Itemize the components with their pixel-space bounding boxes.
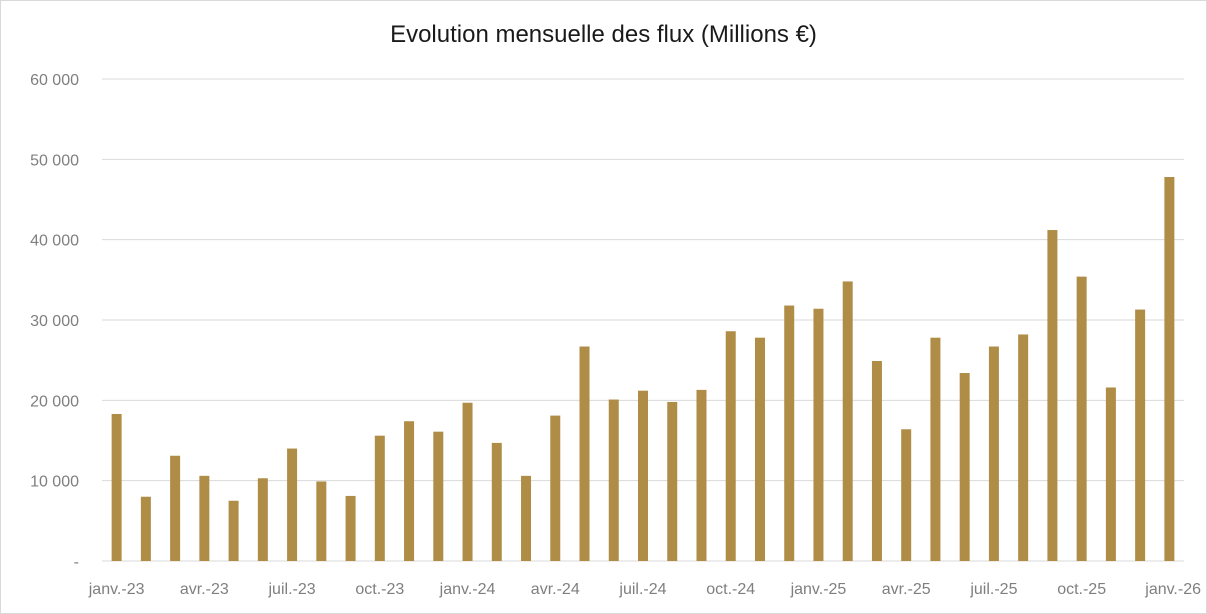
bar bbox=[1047, 230, 1058, 561]
y-tick-label: 30 000 bbox=[30, 313, 79, 330]
chart-title: Evolution mensuelle des flux (Millions €… bbox=[390, 21, 817, 48]
bar bbox=[345, 495, 356, 561]
bar bbox=[550, 415, 561, 561]
bar bbox=[374, 435, 385, 561]
bar bbox=[579, 346, 590, 561]
bar bbox=[667, 401, 678, 561]
bar bbox=[696, 389, 707, 561]
bar bbox=[228, 500, 239, 561]
bar bbox=[754, 337, 765, 561]
x-tick-label: oct.-24 bbox=[706, 581, 755, 598]
x-tick-label: janv.-24 bbox=[439, 581, 496, 598]
bar bbox=[901, 429, 912, 561]
x-axis-tick-labels: janv.-23 avr.-23 juil.-23 oct.-23 janv.-24 av… bbox=[88, 581, 1201, 598]
x-tick-label: janv.-26 bbox=[1144, 581, 1201, 598]
bars bbox=[111, 177, 1175, 562]
y-tick-label: 20 000 bbox=[30, 393, 79, 410]
bar bbox=[491, 442, 502, 561]
bar bbox=[111, 413, 122, 561]
x-tick-label: oct.-25 bbox=[1057, 581, 1106, 598]
bar bbox=[1164, 177, 1175, 562]
y-axis-tick-labels: - 10 000 20 000 30 000 40 000 50 000 60 000 bbox=[30, 72, 79, 571]
bar bbox=[462, 402, 473, 561]
bar bbox=[1076, 276, 1087, 561]
x-tick-label: avr.-25 bbox=[882, 581, 931, 598]
bar bbox=[404, 421, 415, 561]
bar bbox=[257, 478, 268, 561]
bar bbox=[725, 331, 736, 561]
y-tick-label: 40 000 bbox=[30, 233, 79, 250]
bar bbox=[959, 373, 970, 561]
bar bbox=[170, 455, 181, 561]
x-tick-label: janv.-23 bbox=[88, 581, 145, 598]
bar bbox=[784, 305, 795, 561]
bar bbox=[988, 346, 999, 561]
bar bbox=[813, 308, 824, 561]
y-tick-label: 50 000 bbox=[30, 152, 79, 169]
bar bbox=[433, 431, 444, 561]
bar bbox=[930, 337, 941, 561]
bar bbox=[287, 448, 298, 561]
y-tick-label: 10 000 bbox=[30, 474, 79, 491]
bar bbox=[316, 481, 327, 561]
y-tick-label: - bbox=[74, 554, 79, 571]
bar bbox=[842, 281, 853, 561]
bar bbox=[608, 399, 619, 561]
bar bbox=[1105, 387, 1116, 561]
bar bbox=[871, 360, 882, 561]
bar bbox=[638, 390, 648, 561]
x-tick-label: juil.-23 bbox=[268, 581, 316, 598]
x-tick-label: avr.-24 bbox=[531, 581, 580, 598]
y-tick-label: 60 000 bbox=[30, 72, 79, 89]
bar bbox=[140, 496, 151, 561]
x-tick-label: juil.-24 bbox=[618, 581, 666, 598]
bar bbox=[521, 475, 532, 561]
x-tick-label: oct.-23 bbox=[355, 581, 404, 598]
bar bbox=[1135, 309, 1146, 561]
x-tick-label: avr.-23 bbox=[180, 581, 229, 598]
bar bbox=[199, 475, 210, 561]
x-tick-label: juil.-25 bbox=[969, 581, 1017, 598]
x-tick-label: janv.-25 bbox=[790, 581, 847, 598]
bar bbox=[1018, 334, 1029, 561]
